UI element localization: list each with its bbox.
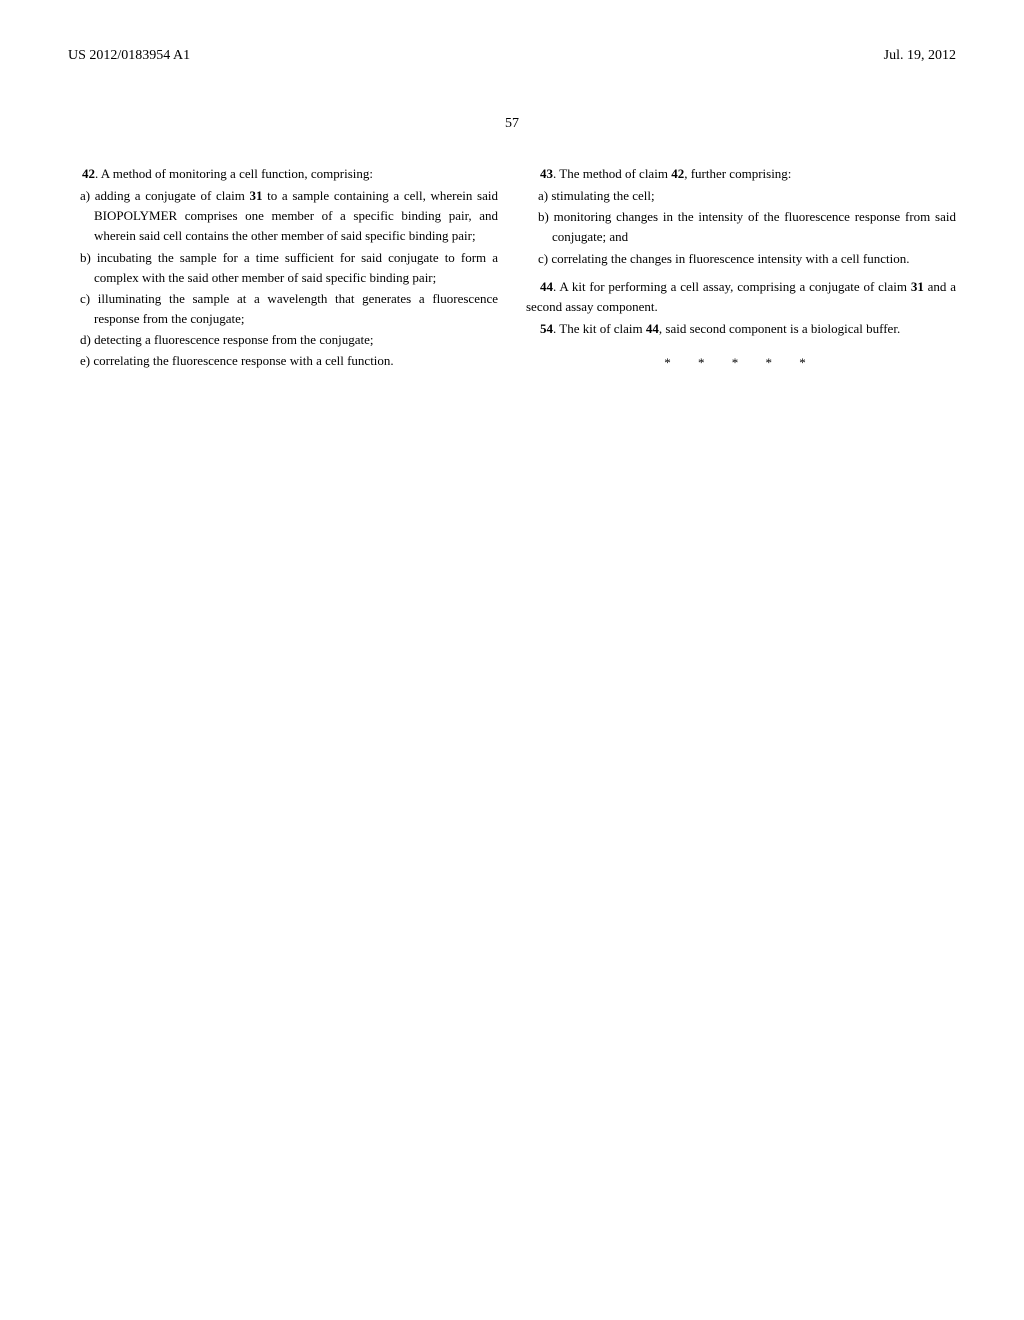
claim-43-number: 43 — [540, 166, 553, 181]
content-area: 42. A method of monitoring a cell functi… — [68, 164, 956, 379]
page-number: 57 — [68, 116, 956, 132]
claim-54-ref: 44 — [646, 321, 659, 336]
right-column: 43. The method of claim 42, further comp… — [526, 164, 956, 379]
claim-42-item-e: e) correlating the fluorescence response… — [68, 351, 498, 371]
claim-43-item-a: a) stimulating the cell; — [526, 186, 956, 206]
claim-42-a-prefix: a) adding a conjugate of claim — [80, 188, 249, 203]
claim-44: 44. A kit for performing a cell assay, c… — [526, 277, 956, 317]
claim-42-item-c: c) illuminating the sample at a waveleng… — [68, 289, 498, 329]
claim-42-item-a: a) adding a conjugate of claim 31 to a s… — [68, 186, 498, 246]
claim-43-ref: 42 — [671, 166, 684, 181]
claim-44-before: . A kit for performing a cell assay, com… — [553, 279, 911, 294]
claim-43-item-b: b) monitoring changes in the intensity o… — [526, 207, 956, 247]
claim-54-after: , said second component is a biological … — [659, 321, 900, 336]
end-mark: * * * * * — [526, 353, 956, 373]
claim-43-intro-tail: , further comprising: — [684, 166, 791, 181]
publication-number: US 2012/0183954 A1 — [68, 48, 190, 64]
publication-date: Jul. 19, 2012 — [884, 48, 956, 64]
claim-54-before: . The kit of claim — [553, 321, 646, 336]
claim-44-ref: 31 — [911, 279, 924, 294]
claim-42-intro-text: . A method of monitoring a cell function… — [95, 166, 373, 181]
claim-43-item-c: c) correlating the changes in fluorescen… — [526, 249, 956, 269]
claim-42-intro: 42. A method of monitoring a cell functi… — [68, 164, 498, 184]
claim-43: 43. The method of claim 42, further comp… — [526, 164, 956, 269]
claim-42: 42. A method of monitoring a cell functi… — [68, 164, 498, 371]
claim-54-number: 54 — [540, 321, 553, 336]
claim-42-item-d: d) detecting a fluorescence response fro… — [68, 330, 498, 350]
claim-43-intro: 43. The method of claim 42, further comp… — [526, 164, 956, 184]
left-column: 42. A method of monitoring a cell functi… — [68, 164, 498, 379]
claim-44-number: 44 — [540, 279, 553, 294]
claim-54: 54. The kit of claim 44, said second com… — [526, 319, 956, 339]
claim-42-item-b: b) incubating the sample for a time suff… — [68, 248, 498, 288]
claim-43-intro-text: . The method of claim — [553, 166, 671, 181]
claim-42-number: 42 — [82, 166, 95, 181]
page-header: US 2012/0183954 A1 Jul. 19, 2012 — [68, 48, 956, 64]
claim-42-a-ref: 31 — [249, 188, 262, 203]
